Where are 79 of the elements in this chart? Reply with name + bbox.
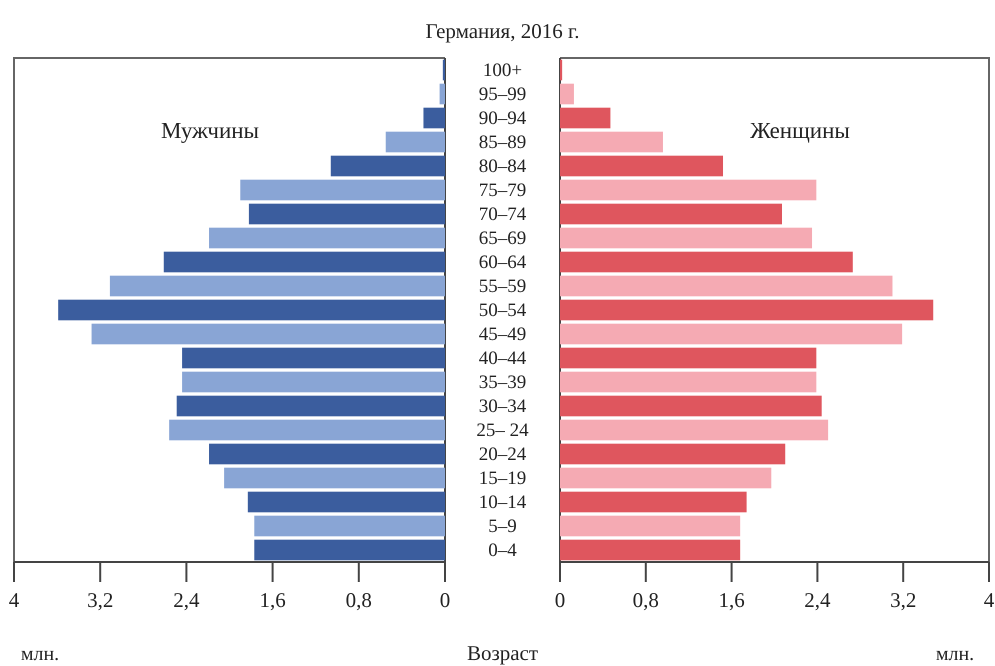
bar (169, 420, 445, 440)
x-axis-title: млн. (936, 643, 974, 665)
y-tick-label: 60–64 (478, 252, 527, 274)
bar (224, 468, 445, 488)
y-tick-label: 30–34 (478, 396, 527, 418)
y-tick-label: 40–44 (478, 348, 527, 370)
bar (560, 324, 902, 344)
y-tick-label: 85–89 (478, 132, 526, 154)
x-axis-title: млн. (20, 643, 60, 665)
y-tick-label: 20–24 (478, 444, 527, 466)
bar (440, 84, 445, 104)
x-tick-label: 3,2 (87, 588, 114, 612)
bar (560, 204, 782, 224)
bar (560, 396, 822, 416)
bar (560, 180, 816, 200)
y-tick-label: 70–74 (478, 204, 527, 226)
y-tick-label: 10–14 (478, 492, 527, 514)
bar (110, 276, 445, 296)
bar (560, 492, 747, 512)
annotation: Женщины (750, 118, 850, 143)
x-tick-label: 0,8 (632, 588, 659, 612)
bar (240, 180, 445, 200)
bar (423, 108, 445, 128)
bar (560, 300, 934, 320)
bar (560, 252, 853, 272)
y-tick-label: 90–94 (478, 108, 527, 130)
y-tick-label: 50–54 (478, 300, 527, 322)
bar (58, 300, 445, 320)
bar (560, 156, 724, 176)
bar (560, 276, 892, 296)
y-tick-label: 5–9 (488, 516, 517, 538)
y-tick-label: 65–69 (478, 228, 526, 250)
bar (560, 84, 574, 104)
y-axis-title: Возраст (466, 641, 538, 665)
bar (254, 540, 445, 560)
bar (560, 468, 772, 488)
bar (560, 516, 740, 536)
y-tick-label: 55–59 (478, 276, 526, 298)
bar (560, 420, 828, 440)
bar (209, 444, 445, 464)
bar (330, 156, 445, 176)
x-tick-label: 0 (440, 588, 450, 612)
annotation: Мужчины (160, 118, 260, 143)
x-tick-label: 3,2 (890, 588, 916, 612)
y-tick-label: 80–84 (478, 156, 527, 178)
x-tick-label: 0 (554, 588, 566, 612)
x-tick-label: 2,4 (173, 588, 200, 612)
bar (386, 132, 445, 152)
y-tick-label: 75–79 (478, 180, 526, 202)
bar (560, 228, 812, 248)
y-tick-label: 45–49 (478, 324, 526, 346)
bar (248, 204, 445, 224)
bar (164, 252, 445, 272)
x-tick-label: 2,4 (804, 588, 832, 612)
bar (182, 348, 445, 368)
bar (560, 132, 663, 152)
y-tick-label: 35–39 (478, 372, 526, 394)
x-tick-label: 1,6 (718, 588, 745, 612)
bar (254, 516, 445, 536)
bar (209, 228, 445, 248)
y-tick-label: 15–19 (478, 468, 526, 490)
bar (560, 444, 786, 464)
bar (560, 540, 740, 560)
bar (182, 372, 445, 392)
y-tick-label: 100+ (482, 60, 522, 82)
x-tick-label: 1,6 (259, 588, 286, 612)
y-tick-label: 25– 24 (476, 420, 530, 442)
bar (248, 492, 445, 512)
x-tick-label: 4 (8, 588, 20, 612)
y-tick-label: 95–99 (478, 84, 526, 106)
bar (92, 324, 445, 344)
bar (560, 108, 610, 128)
bar (560, 372, 816, 392)
y-tick-label: 0–4 (488, 540, 518, 562)
bar (560, 348, 816, 368)
x-tick-label: 4 (984, 588, 995, 612)
text: Германия, 2016 г. (426, 19, 580, 43)
bar (176, 396, 445, 416)
x-tick-label: 0,8 (346, 588, 372, 612)
